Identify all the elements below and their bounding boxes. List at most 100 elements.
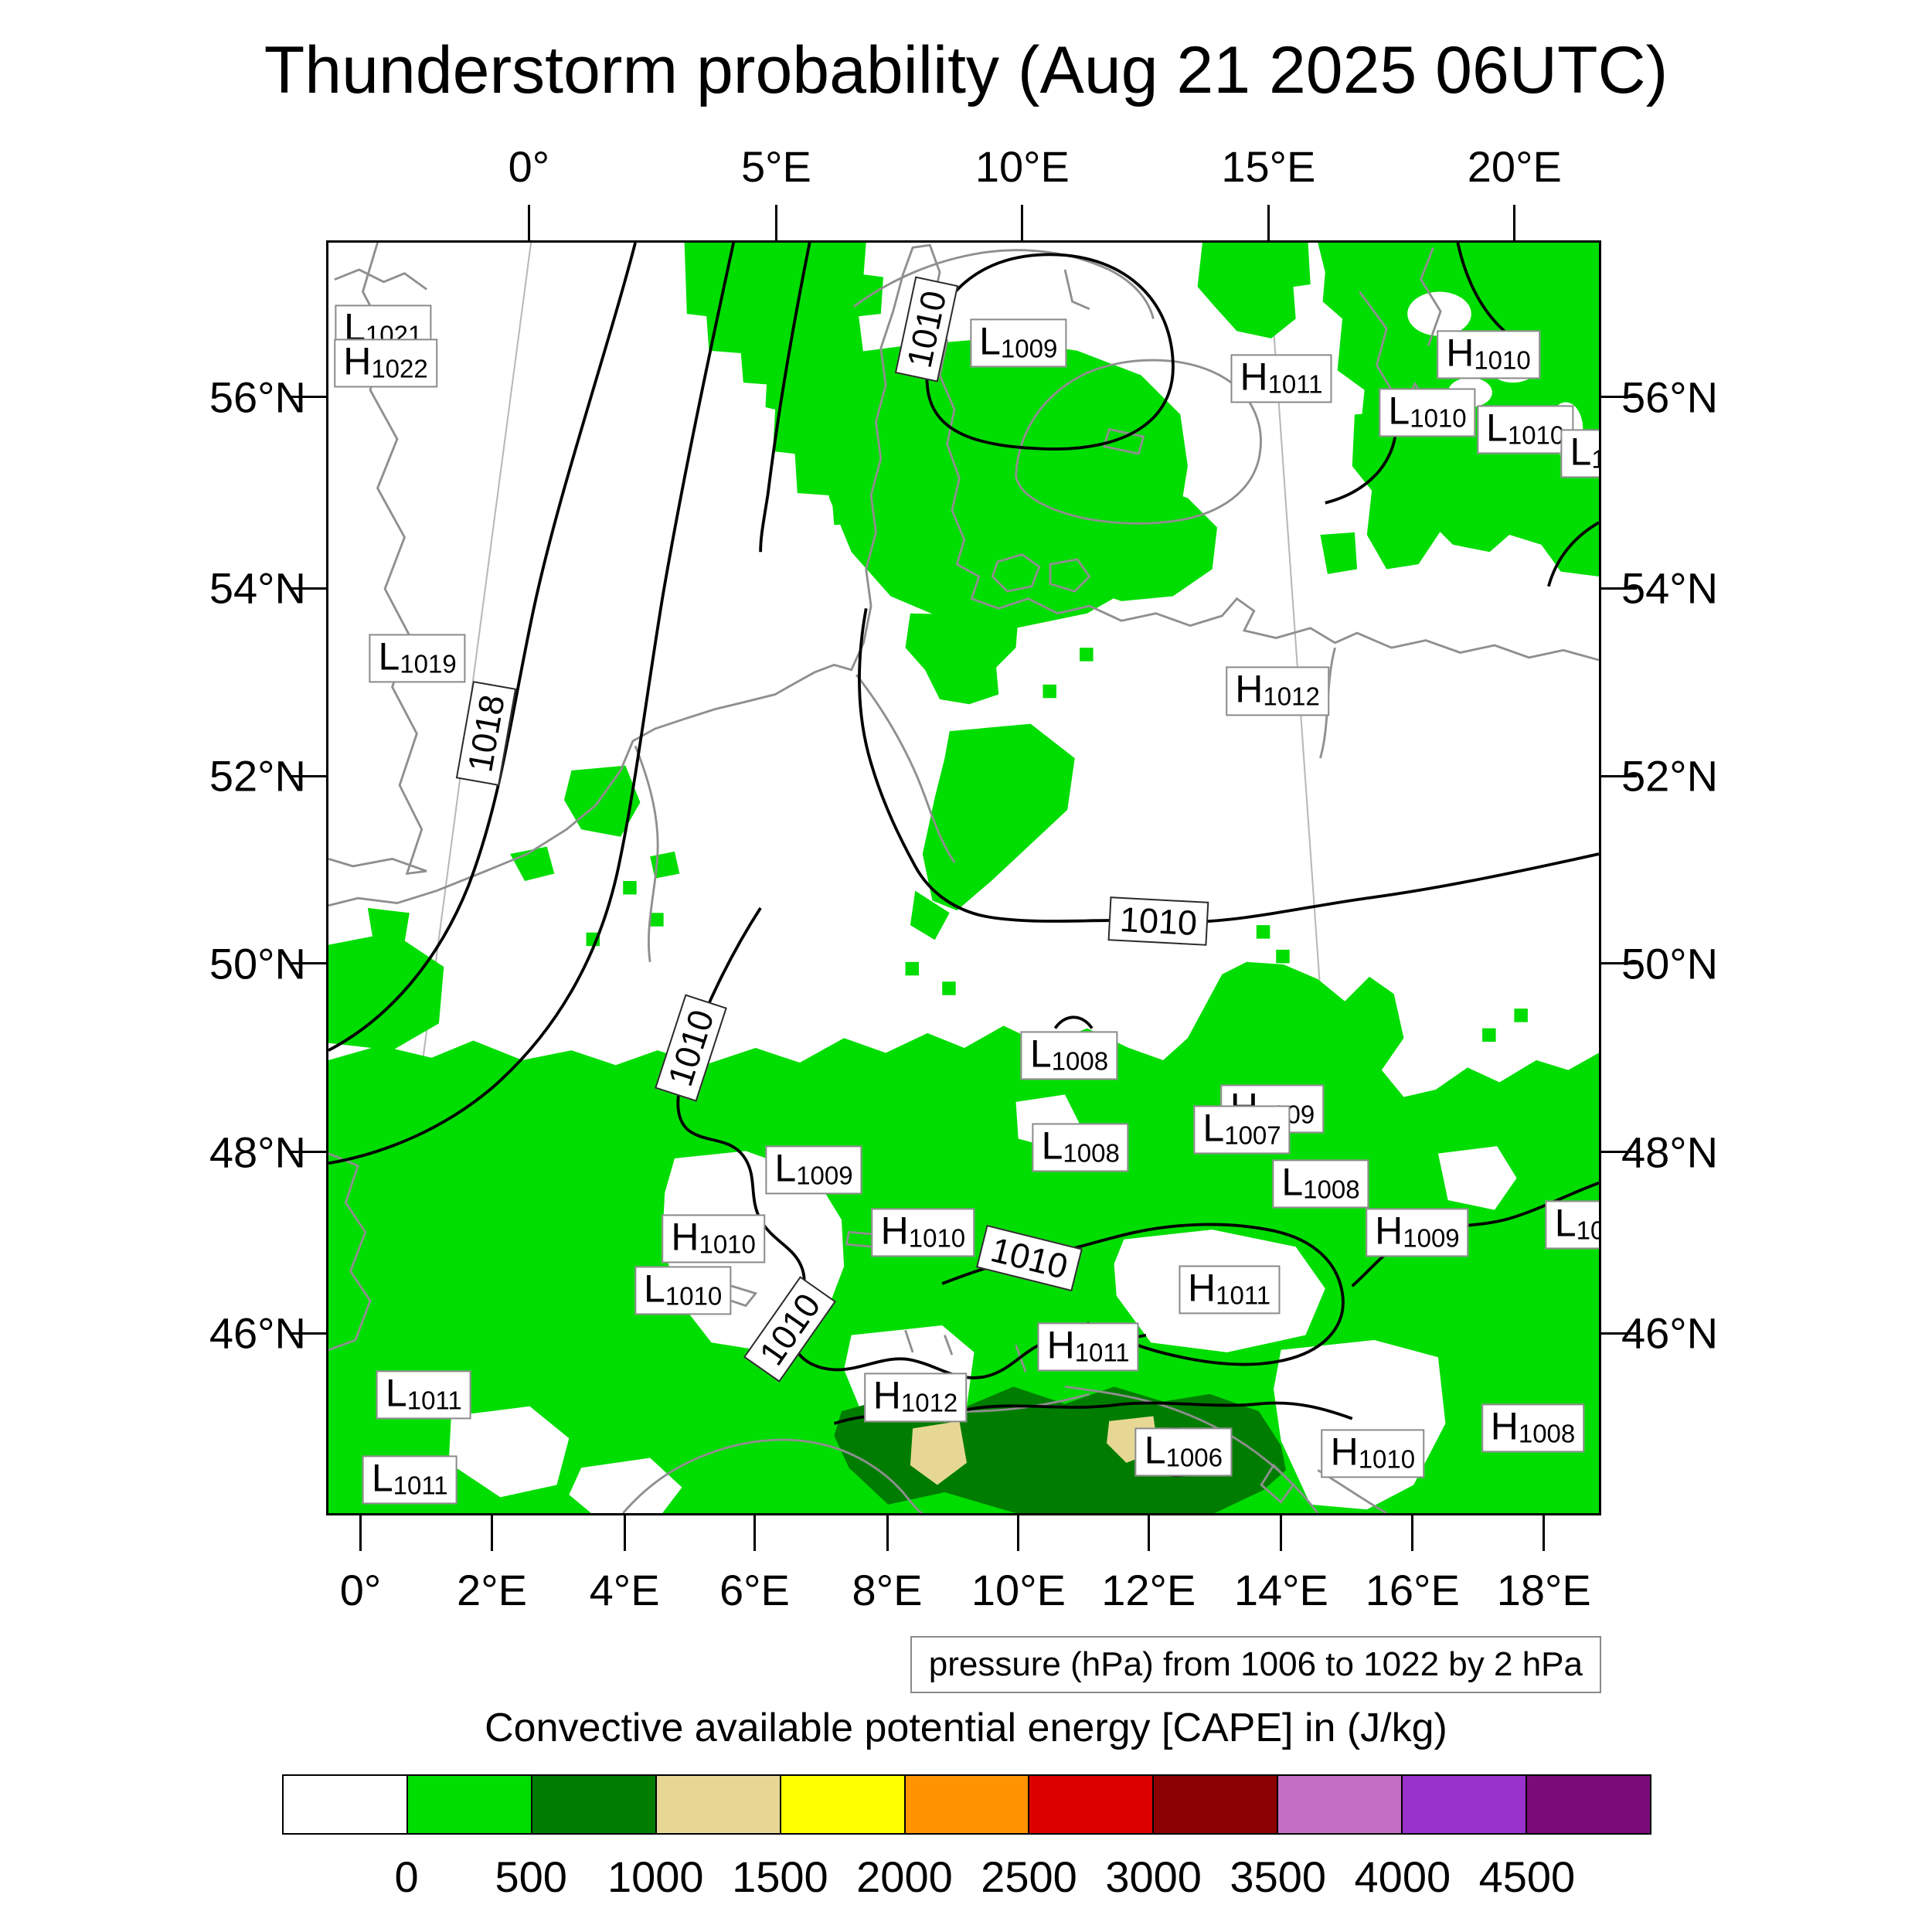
pressure-center-l-1009: L1009 (765, 1145, 862, 1195)
lat-label-left: 50°N (209, 939, 306, 988)
colorbar-segment-7 (1152, 1776, 1277, 1833)
lon-tick-bottom (623, 1515, 626, 1551)
lat-tick-right (1601, 962, 1637, 965)
colorbar-segment-2 (530, 1776, 655, 1833)
colorbar-tick-3500: 3500 (1230, 1852, 1327, 1901)
lat-label-right: 52°N (1621, 751, 1719, 801)
lat-label-right: 50°N (1621, 939, 1719, 988)
pressure-contours (328, 243, 1599, 1478)
lat-tick-left (291, 587, 326, 590)
lon-label-bottom: 4°E (589, 1566, 660, 1614)
lon-tick-bottom (491, 1515, 493, 1551)
pressure-center-h-1008: H1008 (1481, 1403, 1585, 1453)
pressure-center-h-1022: H1022 (334, 338, 437, 388)
pressure-caption: pressure (hPa) from 1006 to 1022 by 2 hP… (910, 1636, 1601, 1693)
colorbar-tick-500: 500 (495, 1852, 567, 1901)
lat-tick-left (291, 774, 326, 777)
lat-tick-left (291, 396, 326, 399)
pressure-center-l-1019: L1019 (369, 633, 466, 683)
lon-tick-top (1267, 205, 1270, 240)
colorbar-tick-1500: 1500 (732, 1852, 828, 1901)
lat-label-right: 56°N (1621, 372, 1719, 422)
lon-label-bottom: 8°E (852, 1566, 923, 1614)
map-plot-area: L1021H1022L1009H1011H1010L1010L1010L1010… (326, 240, 1601, 1515)
pressure-center-l-1010: L1010 (1477, 405, 1574, 454)
colorbar-segment-4 (779, 1776, 904, 1833)
colorbar-tick-4000: 4000 (1354, 1852, 1451, 1901)
colorbar-tick-2000: 2000 (856, 1852, 953, 1901)
pressure-center-l-1006: L1006 (1134, 1427, 1233, 1477)
lat-tick-right (1601, 1151, 1637, 1154)
colorbar-tick-3000: 3000 (1105, 1852, 1202, 1901)
lat-label-left: 56°N (209, 372, 306, 422)
lon-tick-bottom (1280, 1515, 1283, 1551)
pressure-center-l-1008: L1008 (1545, 1200, 1599, 1250)
colorbar-label: Convective available potential energy [C… (485, 1706, 1447, 1750)
lon-tick-top (527, 205, 530, 240)
lat-label-right: 48°N (1621, 1128, 1719, 1177)
pressure-center-h-1011: H1011 (1037, 1322, 1139, 1372)
lon-label-bottom: 12°E (1101, 1566, 1196, 1614)
lon-tick-top (1513, 205, 1516, 240)
lat-tick-right (1601, 774, 1637, 777)
colorbar-segment-3 (655, 1776, 780, 1833)
colorbar-segment-6 (1028, 1776, 1153, 1833)
colorbar-tick-0: 0 (394, 1852, 419, 1901)
colorbar-segment-0 (284, 1776, 406, 1833)
lat-tick-right (1601, 587, 1637, 590)
pressure-center-l-1009: L1009 (970, 318, 1067, 368)
colorbar-tick-1000: 1000 (607, 1852, 704, 1901)
lon-label-bottom: 0° (339, 1566, 382, 1614)
lon-label-bottom: 2°E (457, 1566, 527, 1614)
lon-tick-bottom (886, 1515, 889, 1551)
lon-label-bottom: 6°E (719, 1566, 790, 1614)
pressure-center-l-1008: L1008 (1272, 1159, 1369, 1209)
lon-label-bottom: 10°E (971, 1566, 1066, 1614)
pressure-center-h-1010: H1010 (662, 1214, 765, 1264)
colorbar-segment-10 (1526, 1776, 1650, 1833)
pressure-center-h-1011: H1011 (1179, 1265, 1281, 1315)
pressure-center-h-1012: H1012 (863, 1372, 968, 1422)
pressure-caption-text: pressure (hPa) from 1006 to 1022 by 2 hP… (928, 1645, 1583, 1683)
contour-label-1010: 1010 (1107, 896, 1209, 946)
lat-label-left: 46°N (209, 1308, 306, 1358)
lon-label-bottom: 18°E (1496, 1566, 1591, 1614)
lat-label-left: 54°N (209, 563, 306, 613)
colorbar-tick-4500: 4500 (1478, 1852, 1576, 1901)
page-title: Thunderstorm probability (Aug 21 2025 06… (264, 33, 1668, 107)
lon-tick-top (1021, 205, 1024, 240)
lon-label-top: 15°E (1221, 142, 1316, 191)
pressure-center-h-1010: H1010 (871, 1208, 975, 1257)
lon-label-top: 10°E (975, 142, 1070, 191)
colorbar-segment-9 (1401, 1776, 1526, 1833)
pressure-center-l-1010: L1010 (1379, 388, 1476, 437)
lon-tick-bottom (359, 1515, 362, 1551)
pressure-center-l-1008: L1008 (1020, 1031, 1118, 1080)
lat-tick-right (1601, 396, 1637, 399)
pressure-center-h-1010: H1010 (1437, 330, 1540, 379)
lon-label-top: 0° (508, 142, 550, 191)
pressure-center-l-1010: L1010 (1560, 429, 1599, 478)
lat-tick-left (291, 962, 326, 965)
colorbar-segment-1 (406, 1776, 531, 1833)
lat-tick-left (291, 1151, 326, 1154)
lat-label-left: 52°N (209, 751, 306, 801)
colorbar-tick-2500: 2500 (981, 1852, 1077, 1901)
lon-tick-bottom (753, 1515, 756, 1551)
lat-label-left: 48°N (209, 1128, 306, 1177)
lon-label-bottom: 16°E (1365, 1566, 1460, 1614)
lon-label-top: 5°E (740, 142, 811, 191)
pressure-center-h-1012: H1012 (1226, 666, 1329, 716)
lat-label-right: 54°N (1621, 563, 1719, 613)
pressure-center-l-1011: L1011 (376, 1370, 471, 1420)
colorbar-segment-8 (1277, 1776, 1402, 1833)
lon-tick-bottom (1147, 1515, 1150, 1551)
colorbar-segment-5 (903, 1776, 1029, 1833)
lat-tick-right (1601, 1332, 1637, 1335)
pressure-center-h-1010: H1010 (1321, 1429, 1425, 1478)
lat-label-right: 46°N (1621, 1308, 1719, 1358)
lon-label-bottom: 14°E (1233, 1566, 1328, 1614)
lon-tick-bottom (1411, 1515, 1414, 1551)
pressure-center-l-1011: L1011 (362, 1455, 457, 1505)
